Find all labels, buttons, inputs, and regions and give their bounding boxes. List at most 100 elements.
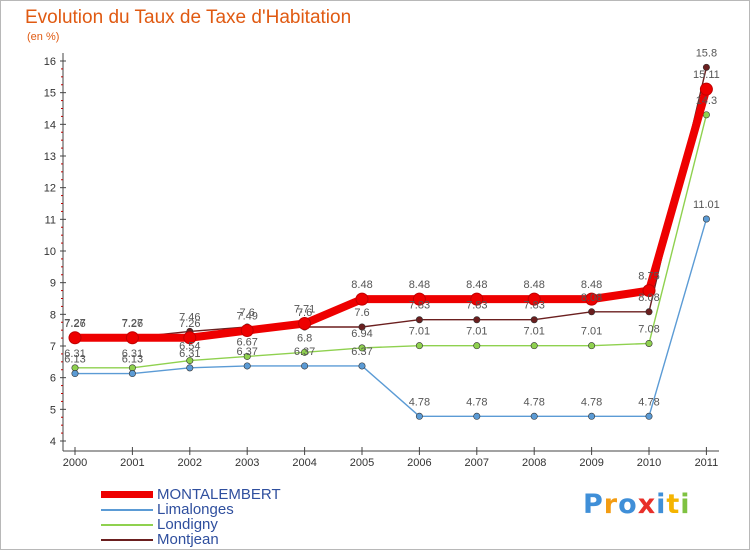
data-label-montalembert-2011: 15.11 (693, 69, 720, 81)
data-point-montjean-2008 (530, 316, 538, 324)
y-tick-label-14: 14 (44, 119, 56, 131)
data-point-montalembert-2005 (355, 292, 369, 306)
x-tick-label-2011: 2011 (695, 457, 719, 469)
x-tick-label-2009: 2009 (579, 457, 603, 469)
chart-legend: MONTALEMBERT Limalonges Londigny Montjean (101, 487, 281, 547)
data-label-limalonges-2003: 6.37 (236, 346, 257, 358)
data-label-montalembert-2000: 7.26 (64, 318, 85, 330)
data-label-limalonges-2006: 4.78 (409, 396, 430, 408)
y-tick-label-13: 13 (44, 151, 56, 163)
data-point-montalembert-2006 (412, 292, 426, 306)
logo-letter: t (666, 489, 681, 520)
data-label-montjean-2006: 7.83 (409, 300, 430, 312)
data-label-limalonges-2009: 4.78 (581, 396, 602, 408)
data-point-montalembert-2010 (642, 284, 656, 298)
legend-label-londigny: Londigny (157, 516, 218, 533)
data-label-montalembert-2002: 7.26 (179, 318, 200, 330)
data-label-montalembert-2007: 8.48 (466, 279, 487, 291)
x-tick-label-2006: 2006 (407, 457, 431, 469)
data-label-limalonges-2000: 6.13 (64, 354, 85, 366)
x-tick-label-2008: 2008 (522, 457, 546, 469)
data-label-montalembert-2008: 8.48 (523, 279, 544, 291)
data-label-londigny-2010: 7.08 (638, 323, 659, 335)
data-point-limalonges-2007 (473, 412, 481, 420)
data-point-limalonges-2003 (243, 362, 251, 370)
y-axis-unit-label: (en %) (27, 31, 60, 43)
data-label-limalonges-2008: 4.78 (523, 396, 544, 408)
y-tick-label-9: 9 (50, 278, 56, 290)
data-label-montalembert-2005: 8.48 (351, 279, 372, 291)
data-point-londigny-2005 (358, 344, 366, 352)
data-label-londigny-2009: 7.01 (581, 326, 602, 338)
data-point-montjean-2005 (358, 323, 366, 331)
data-label-londigny-2000: 6.31 (64, 348, 85, 360)
series-line-montalembert (71, 85, 711, 342)
data-label-montalembert-2001: 7.26 (122, 318, 143, 330)
data-label-montjean-2002: 7.46 (179, 311, 200, 323)
data-label-montalembert-2004: 7.71 (294, 304, 315, 316)
data-label-limalonges-2004: 6.37 (294, 346, 315, 358)
legend-swatch-montalembert (101, 491, 153, 498)
data-label-montjean-2003: 7.6 (240, 307, 255, 319)
x-tick-label-2001: 2001 (120, 457, 144, 469)
data-point-montalembert-2008 (527, 292, 541, 306)
series-line-londigny (74, 114, 708, 369)
data-label-londigny-2004: 6.8 (297, 332, 312, 344)
data-point-limalonges-2009 (588, 412, 596, 420)
legend-swatch-montjean (101, 538, 153, 541)
x-tick-label-2004: 2004 (292, 457, 316, 469)
x-tick-label-2000: 2000 (63, 457, 87, 469)
data-label-montjean-2010: 8.08 (638, 292, 659, 304)
data-point-londigny-2008 (530, 342, 538, 350)
data-point-londigny-2003 (243, 352, 251, 360)
data-point-limalonges-2010 (645, 412, 653, 420)
y-tick-label-6: 6 (50, 373, 56, 385)
data-label-londigny-2003: 6.67 (236, 336, 257, 348)
legend-swatch-londigny (101, 523, 153, 526)
data-point-londigny-2006 (415, 342, 423, 350)
data-point-londigny-2011 (702, 111, 710, 119)
data-point-limalonges-2002 (186, 364, 194, 372)
data-label-montjean-2005: 7.6 (354, 307, 369, 319)
legend-item-montalembert: MONTALEMBERT (101, 487, 281, 502)
data-label-limalonges-2001: 6.13 (122, 354, 143, 366)
legend-label-limalonges: Limalonges (157, 501, 234, 518)
data-label-montalembert-2003: 7.49 (236, 310, 257, 322)
data-label-montjean-2009: 8.08 (581, 292, 602, 304)
legend-label-montalembert: MONTALEMBERT (157, 486, 281, 503)
y-tick-label-4: 4 (50, 436, 56, 448)
data-label-londigny-2011: 14.3 (696, 95, 717, 107)
data-point-montalembert-2009 (585, 292, 599, 306)
legend-item-londigny: Londigny (101, 517, 281, 532)
x-tick-label-2007: 2007 (465, 457, 489, 469)
logo-letter: r (603, 489, 619, 520)
y-tick-label-15: 15 (44, 88, 56, 100)
x-tick-label-2002: 2002 (178, 457, 202, 469)
x-tick-label-2003: 2003 (235, 457, 259, 469)
data-point-limalonges-2001 (128, 370, 136, 378)
legend-item-limalonges: Limalonges (101, 502, 281, 517)
data-label-montalembert-2010: 8.75 (638, 271, 659, 283)
data-point-montalembert-2002 (183, 331, 197, 345)
data-label-limalonges-2002: 6.31 (179, 348, 200, 360)
data-label-montjean-2007: 7.83 (466, 300, 487, 312)
data-label-londigny-2002: 6.54 (179, 341, 200, 353)
data-point-limalonges-2006 (415, 412, 423, 420)
data-label-montjean-2000: 7.27 (64, 317, 85, 329)
data-point-londigny-2010 (645, 339, 653, 347)
logo-letter: x (637, 489, 657, 520)
data-point-montalembert-2000 (68, 331, 82, 345)
y-tick-label-16: 16 (44, 56, 56, 68)
data-label-londigny-2001: 6.31 (122, 348, 143, 360)
x-tick-label-2010: 2010 (637, 457, 661, 469)
y-tick-label-11: 11 (45, 214, 56, 226)
data-label-limalonges-2010: 4.78 (638, 396, 659, 408)
data-label-limalonges-2007: 4.78 (466, 396, 487, 408)
data-label-londigny-2007: 7.01 (466, 326, 487, 338)
data-point-montjean-2009 (588, 308, 596, 316)
data-point-montjean-2007 (473, 316, 481, 324)
data-label-montjean-2004: 7.6 (297, 307, 312, 319)
data-point-montalembert-2007 (470, 292, 484, 306)
